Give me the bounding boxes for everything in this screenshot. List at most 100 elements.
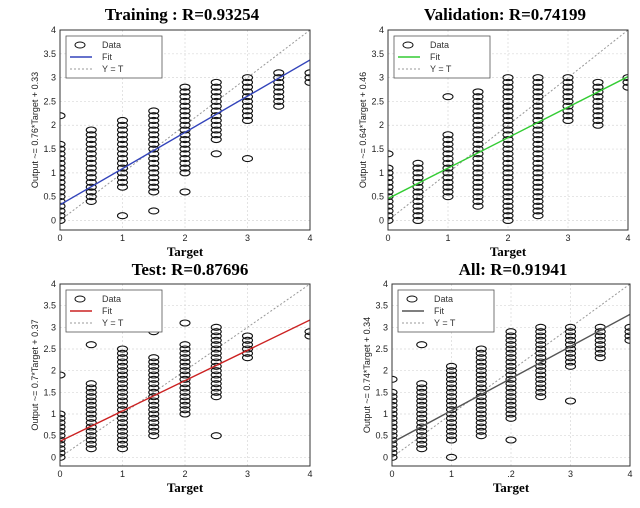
y-tick-label: 1.5 [43, 144, 56, 154]
data-point [445, 371, 458, 379]
data-point [416, 406, 428, 414]
data-point [60, 202, 66, 210]
data-point [85, 397, 97, 405]
legend-label: Y = T [102, 318, 124, 328]
data-point [502, 97, 514, 105]
x-tick-label: 3 [568, 469, 573, 479]
x-axis-label: Target [493, 480, 530, 495]
data-point [116, 380, 129, 388]
data-point [116, 401, 129, 409]
x-tick-label: 2 [182, 469, 187, 479]
data-point [564, 323, 577, 331]
data-point [442, 193, 454, 201]
data-point [210, 371, 222, 379]
data-point [148, 107, 160, 115]
plot-frame [387, 29, 629, 231]
data-point [505, 388, 517, 396]
data-point [148, 159, 160, 167]
y-tick-label: 2 [51, 366, 56, 376]
legend-data-marker [402, 41, 414, 49]
data-point [241, 107, 254, 115]
data-point [116, 174, 129, 182]
x-tick-label: 4 [627, 469, 632, 479]
y-axis-label: Output ~= 0.7*Target + 0.37 [30, 319, 40, 430]
y-tick-label: 0.5 [43, 431, 56, 441]
y-tick-label: 2 [51, 120, 56, 130]
data-point [60, 432, 66, 440]
regression-panel: 0 0.5 1 1.5 2 2.5 3 3.5 4 0 1 2 3 4 Data Fit Y = T Traini… [30, 5, 313, 259]
data-point [442, 131, 454, 139]
data-point [532, 169, 544, 177]
y-tick-label: 2.5 [43, 96, 56, 106]
data-point [179, 97, 191, 105]
identity-line [60, 284, 310, 458]
legend-label: Data [434, 294, 453, 304]
data-point [60, 159, 66, 167]
data-point [564, 349, 577, 357]
data-point [475, 427, 487, 435]
data-point [532, 131, 544, 139]
data-point [179, 159, 191, 167]
data-point [475, 432, 487, 440]
data-point [148, 414, 160, 422]
data-point [273, 93, 285, 101]
panel-title: Validation: R=0.74199 [424, 5, 586, 24]
data-point [179, 155, 191, 163]
data-point [535, 362, 547, 370]
data-point [179, 367, 191, 375]
data-point [85, 188, 97, 196]
y-tick-label: 2.5 [43, 344, 56, 354]
data-point [416, 388, 428, 396]
data-point [445, 367, 458, 375]
data-point [60, 112, 66, 120]
data-point [148, 367, 160, 375]
data-point [475, 367, 487, 375]
data-point [60, 414, 66, 422]
data-point [116, 140, 129, 148]
data-point [148, 410, 160, 418]
x-tick-label: 2 [182, 233, 187, 243]
data-point [416, 380, 428, 388]
data-point [535, 349, 547, 357]
data-point [116, 436, 129, 444]
data-point [85, 183, 97, 191]
data-point [392, 423, 398, 431]
data-point [60, 449, 66, 457]
data-point [388, 174, 394, 182]
data-point [210, 93, 222, 101]
data-point [472, 121, 484, 129]
data-point [85, 414, 97, 422]
data-point [532, 193, 544, 201]
y-axis-label: Output ~= 0.64*Target + 0.46 [358, 72, 368, 188]
data-point [442, 155, 454, 163]
data-point [502, 169, 514, 177]
data-point [535, 332, 547, 340]
data-point [472, 93, 484, 101]
data-point [241, 336, 254, 344]
data-point [535, 367, 547, 375]
x-axis-label: Target [167, 480, 204, 495]
data-point [472, 107, 484, 115]
fit-line [60, 59, 310, 206]
data-point [179, 410, 191, 418]
data-point [85, 427, 97, 435]
data-point [148, 121, 160, 129]
data-point [505, 436, 517, 444]
y-tick-label: 0.5 [43, 192, 56, 202]
data-point [475, 423, 487, 431]
data-point [210, 83, 222, 91]
data-point [241, 341, 254, 349]
y-tick-label: 1 [383, 409, 388, 419]
data-point [273, 88, 285, 96]
data-point [60, 212, 66, 220]
data-point [445, 384, 458, 392]
data-point [210, 88, 222, 96]
data-point [532, 183, 544, 191]
data-point [148, 155, 160, 163]
data-point [148, 126, 160, 134]
data-point [392, 397, 398, 405]
data-point [594, 328, 606, 336]
data-point [85, 135, 97, 144]
data-point [442, 188, 454, 196]
data-point [535, 336, 547, 344]
